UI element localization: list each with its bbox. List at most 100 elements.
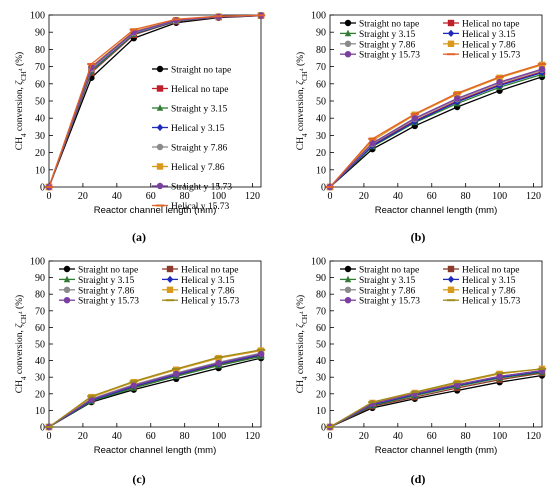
x-tick-label: 0 [328,431,333,442]
x-axis-label: Reactor channel length (mm) [375,205,498,216]
legend-label: Helical no tape [462,266,520,276]
legend-label: Helical y 3.15 [171,124,225,134]
legend-label: Helical y 3.15 [462,30,516,40]
y-tick-label: 10 [316,406,326,417]
series-line [48,353,262,428]
y-tick-label: 40 [316,356,326,367]
y-tick-label: 100 [311,257,326,268]
legend-item: Straight y 7.86 [59,286,134,296]
y-tick-label: 30 [35,373,45,384]
y-tick-label: 70 [316,62,326,73]
legend-item: Helical y 7.86 [443,286,516,296]
y-tick-label: 50 [316,97,326,108]
y-tick-label: 20 [316,389,326,400]
legend-item: Straight y 3.15 [152,104,227,115]
y-tick-label: 20 [35,389,45,400]
legend-marker [156,123,164,132]
x-tick-label: 0 [47,191,52,202]
series-line [329,64,543,188]
legend-marker [344,297,352,304]
series-line [48,355,262,428]
legend-marker [344,29,352,37]
series-line [48,352,262,428]
y-tick-label: 40 [35,356,45,367]
y-tick-label: 10 [35,165,45,176]
x-tick-label: 0 [328,191,333,202]
y-tick-label: 0 [40,423,45,434]
y-tick-label: 20 [35,148,45,159]
legend-item: Straight no tape [59,266,138,276]
legend-item: Straight y 7.86 [152,144,227,154]
legend: Straight no tape Helical no tape Straight … [59,266,240,307]
panel-label: (c) [132,472,145,486]
data-point [496,373,503,380]
y-tick-label: 70 [316,306,326,317]
series-7 [325,63,547,188]
legend-marker [344,19,352,27]
legend-item: Straight y 15.73 [340,51,420,61]
y-tick-label: 100 [311,11,326,22]
series-7 [325,367,547,428]
legend-label: Helical no tape [181,266,239,276]
y-tick-label: 10 [316,165,326,176]
legend-item: Helical y 7.86 [443,40,516,50]
chart-panel-3: 0 10 20 30 40 50 60 70 80 90 100 0 20 40 60 80 100 120 Rea… [295,257,547,486]
legend: Straight no tape Helical no tape Straight … [340,266,521,307]
x-tick-label: 0 [47,431,52,442]
x-tick-label: 100 [211,431,226,442]
legend-label: Straight y 15.73 [359,297,420,307]
y-axis-label: CH4 conversion, ζCH4 (%) [295,52,309,150]
legend-marker [166,286,174,293]
legend-marker [344,275,352,283]
x-tick-label: 120 [526,191,541,202]
series-2 [45,352,265,430]
legend-label: Straight no tape [78,266,138,276]
legend-label: Helical y 7.86 [171,163,225,173]
legend-label: Helical y 15.73 [462,297,521,307]
y-axis-label: CH4 conversion, ζCH4 (%) [14,295,28,393]
y-tick-label: 30 [316,373,326,384]
x-tick-label: 100 [492,191,507,202]
y-tick-label: 80 [35,290,45,301]
y-tick-label: 50 [35,340,45,351]
x-tick-label: 120 [526,431,541,442]
series-3 [326,69,546,191]
legend-label: Helical no tape [462,20,520,30]
legend-item: Helical no tape [162,266,239,276]
legend-item: Straight y 15.73 [59,297,139,307]
series-line [48,354,262,428]
legend-marker [156,104,164,111]
series-line [329,71,543,188]
x-tick-label: 40 [393,431,403,442]
data-point [173,370,180,378]
series-line [329,73,543,188]
legend-item: Straight y 7.86 [340,40,415,50]
series-line [48,14,262,188]
x-tick-label: 120 [245,431,260,442]
data-point [538,65,546,73]
series-line [329,71,543,188]
legend-label: Helical y 7.86 [462,40,516,50]
y-tick-label: 0 [321,183,326,194]
legend-marker [156,143,164,151]
x-tick-label: 60 [146,191,156,202]
series-0 [45,354,265,431]
legend-item: Helical y 15.73 [443,297,521,307]
legend-label: Straight y 15.73 [171,183,232,193]
legend-label: Helical y 7.86 [181,286,235,296]
y-tick-label: 40 [35,114,45,125]
legend-item: Straight y 3.15 [340,275,415,286]
data-point [215,359,222,367]
legend-item: Helical y 3.15 [162,275,235,286]
y-tick-label: 10 [35,406,45,417]
legend-item: Helical y 15.73 [162,297,240,307]
legend-marker [344,265,352,273]
y-tick-label: 60 [35,79,45,90]
y-axis-label: CH4 conversion, ζCH4 (%) [295,295,309,393]
series-2 [326,70,546,190]
x-tick-label: 40 [393,191,403,202]
chart-panel-1: 0 10 20 30 40 50 60 70 80 90 100 0 20 40 60 80 100 120 Rea… [295,11,547,244]
x-tick-label: 80 [461,431,471,442]
y-tick-label: 90 [316,28,326,39]
